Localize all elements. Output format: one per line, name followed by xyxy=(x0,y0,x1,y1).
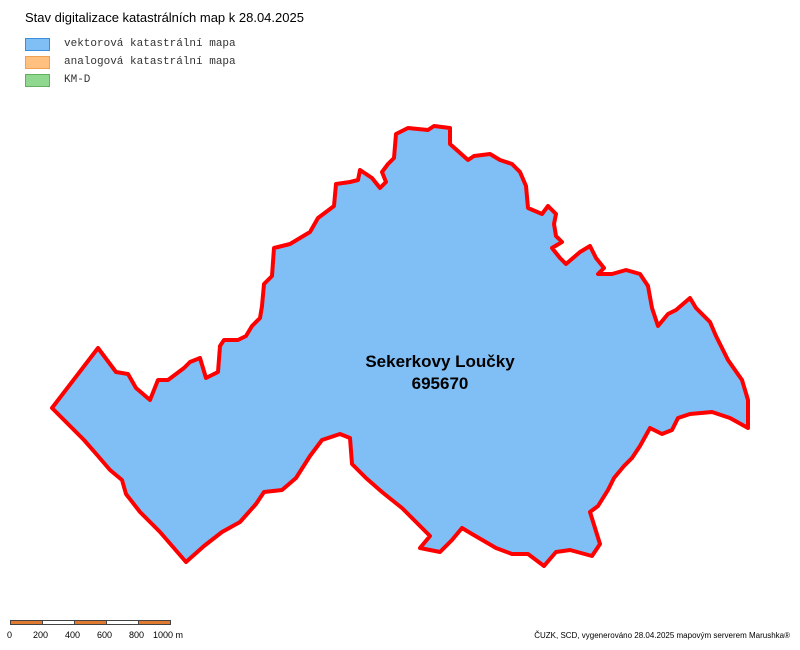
area-name-label: Sekerkovy Loučky xyxy=(365,352,515,371)
map-title: Stav digitalizace katastrálních map k 28… xyxy=(25,10,304,25)
area-code-label: 695670 xyxy=(412,374,469,393)
legend-item-vector: vektorová katastrální mapa xyxy=(25,35,236,53)
legend-label-analog: analogová katastrální mapa xyxy=(64,56,236,68)
legend-swatch-vector xyxy=(25,37,50,51)
scale-segment xyxy=(106,620,139,625)
scale-segment xyxy=(74,620,107,625)
scale-segment xyxy=(138,620,171,625)
scale-tick-label: 400 xyxy=(65,630,81,640)
legend: vektorová katastrální mapa analogová kat… xyxy=(25,35,236,89)
legend-item-analog: analogová katastrální mapa xyxy=(25,53,236,71)
scale-segment xyxy=(42,620,75,625)
scale-segment xyxy=(10,620,43,625)
scale-tick-label: 0 xyxy=(7,630,13,640)
scale-tick-label: 600 xyxy=(97,630,113,640)
legend-item-kmd: KM-D xyxy=(25,71,236,89)
legend-swatch-kmd xyxy=(25,73,50,87)
legend-swatch-analog xyxy=(25,55,50,69)
legend-label-vector: vektorová katastrální mapa xyxy=(64,38,236,50)
scale-tick-label: 1000 m xyxy=(153,630,184,640)
scale-tick-label: 200 xyxy=(33,630,49,640)
cadastral-area-polygon[interactable] xyxy=(50,124,750,568)
map-credit: ČUZK, SCD, vygenerováno 28.04.2025 mapov… xyxy=(534,631,790,640)
legend-label-kmd: KM-D xyxy=(64,74,91,86)
scale-tick-label: 800 xyxy=(129,630,145,640)
